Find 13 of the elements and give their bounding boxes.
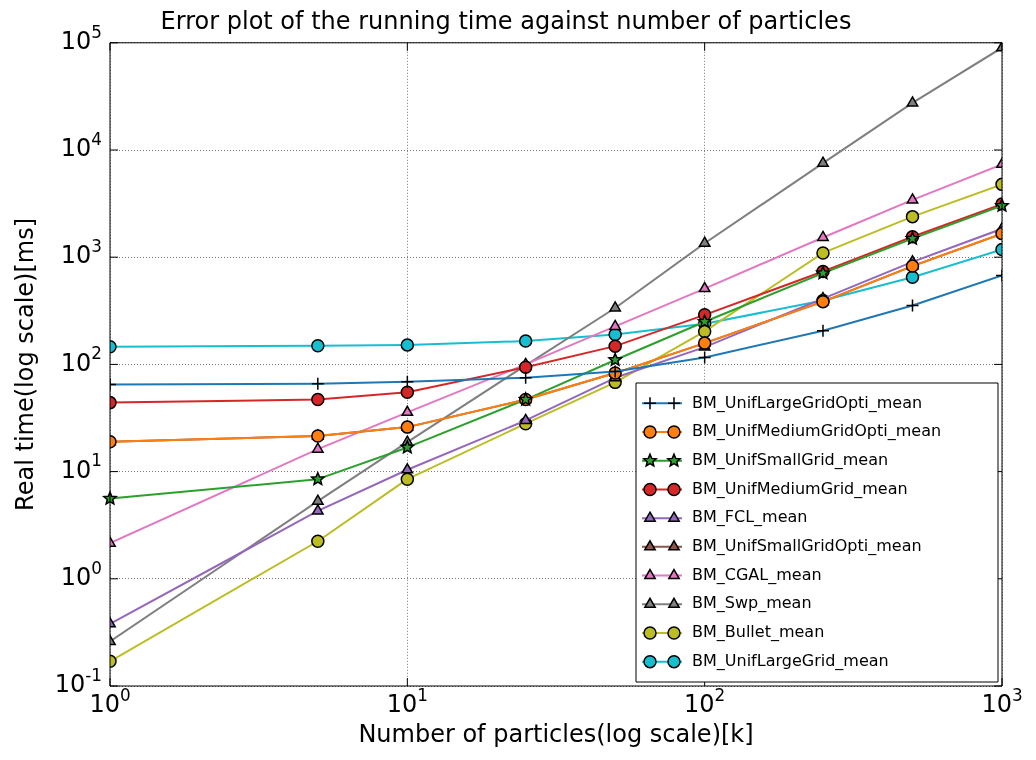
legend-label: BM_Bullet_mean [692, 622, 825, 643]
legend-label: BM_UnifSmallGrid_mean [692, 449, 889, 470]
legend-label: BM_UnifMediumGridOpti_mean [692, 421, 942, 442]
chart-title: Error plot of the running time against number of particles [160, 6, 852, 35]
legend-label: BM_UnifSmallGridOpti_mean [692, 536, 922, 557]
legend-label: BM_UnifLargeGridOpti_mean [692, 392, 923, 413]
legend-label: BM_Swp_mean [692, 593, 812, 614]
y-axis-title: Real time(log scale)[ms] [10, 217, 39, 511]
legend-label: BM_CGAL_mean [692, 564, 822, 585]
legend-label: BM_UnifMediumGrid_mean [692, 478, 908, 499]
legend-label: BM_UnifLargeGrid_mean [692, 650, 889, 671]
x-axis-title: Number of particles(log scale)[k] [358, 719, 754, 748]
legend-label: BM_FCL_mean [692, 507, 808, 528]
